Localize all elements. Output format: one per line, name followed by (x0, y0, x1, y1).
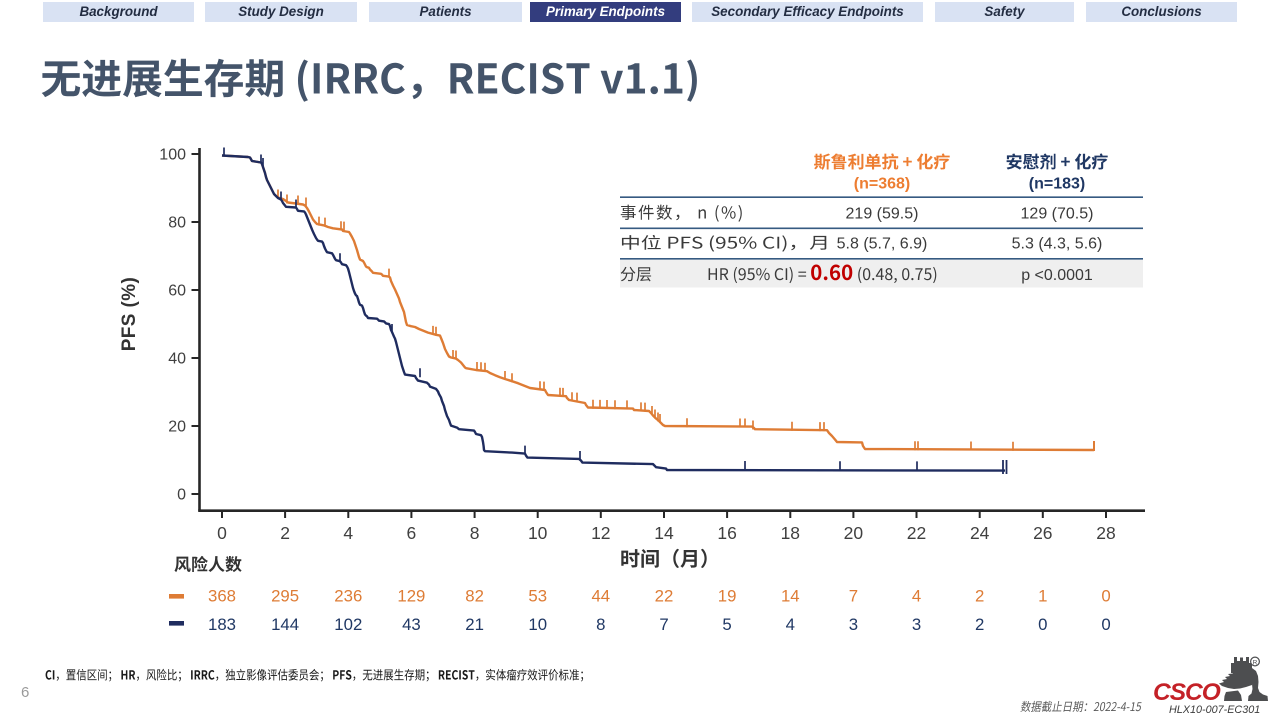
svg-text:22: 22 (907, 523, 926, 543)
svg-text:20: 20 (844, 523, 864, 543)
svg-text:82: 82 (465, 587, 484, 606)
svg-text:43: 43 (402, 615, 421, 634)
svg-text:3: 3 (849, 615, 858, 634)
svg-text:14: 14 (781, 587, 800, 606)
svg-text:44: 44 (591, 587, 610, 606)
svg-text:24: 24 (970, 523, 990, 543)
svg-text:4: 4 (786, 615, 795, 634)
svg-text:21: 21 (465, 615, 484, 634)
svg-text:10: 10 (528, 523, 548, 543)
svg-text:129: 129 (397, 587, 425, 606)
svg-text:102: 102 (334, 615, 362, 634)
svg-text:183: 183 (208, 615, 236, 634)
svg-text:0: 0 (217, 523, 227, 543)
svg-text:8: 8 (470, 523, 480, 543)
svg-text:2: 2 (280, 523, 290, 543)
svg-text:0: 0 (177, 487, 186, 504)
svg-text:12: 12 (591, 523, 610, 543)
svg-text:4: 4 (912, 587, 921, 606)
svg-text:0: 0 (1101, 615, 1110, 634)
svg-text:1: 1 (1038, 587, 1047, 606)
svg-text:CSCO: CSCO (1153, 679, 1221, 706)
svg-text:R: R (1253, 659, 1258, 666)
svg-text:2: 2 (975, 587, 984, 606)
svg-text:8: 8 (596, 615, 605, 634)
svg-text:7: 7 (849, 587, 858, 606)
svg-text:26: 26 (1033, 523, 1052, 543)
svg-text:295: 295 (271, 587, 299, 606)
svg-text:100: 100 (159, 147, 186, 164)
svg-text:236: 236 (334, 587, 362, 606)
svg-text:53: 53 (528, 587, 547, 606)
svg-text:(n=368): (n=368) (854, 176, 910, 193)
svg-text:0: 0 (1101, 587, 1110, 606)
svg-text:18: 18 (781, 523, 800, 543)
svg-text:14: 14 (654, 523, 674, 543)
svg-text:22: 22 (655, 587, 674, 606)
svg-text:10: 10 (528, 615, 547, 634)
svg-text:5: 5 (722, 615, 731, 634)
svg-text:28: 28 (1096, 523, 1115, 543)
svg-text:6: 6 (407, 523, 417, 543)
svg-text:40: 40 (168, 351, 186, 368)
svg-text:19: 19 (718, 587, 737, 606)
svg-text:0: 0 (1038, 615, 1047, 634)
svg-text:2: 2 (975, 615, 984, 634)
svg-text:144: 144 (271, 615, 299, 634)
svg-text:5.8 (5.7, 6.9): 5.8 (5.7, 6.9) (837, 236, 928, 253)
svg-text:219 (59.5): 219 (59.5) (846, 206, 919, 223)
svg-text:80: 80 (168, 215, 186, 232)
svg-text:PFS (%): PFS (%) (119, 277, 140, 352)
svg-text:368: 368 (208, 587, 236, 606)
svg-text:5.3 (4.3, 5.6): 5.3 (4.3, 5.6) (1012, 236, 1103, 253)
svg-text:3: 3 (912, 615, 921, 634)
svg-text:20: 20 (168, 419, 186, 436)
svg-text:(n=183): (n=183) (1029, 176, 1085, 193)
svg-text:7: 7 (659, 615, 668, 634)
svg-text:HLX10-007-EC301: HLX10-007-EC301 (1169, 704, 1260, 716)
svg-text:4: 4 (343, 523, 353, 543)
svg-text:16: 16 (717, 523, 736, 543)
svg-text:129 (70.5): 129 (70.5) (1021, 206, 1094, 223)
svg-text:6: 6 (21, 684, 29, 701)
svg-text:60: 60 (168, 283, 186, 300)
svg-text:p <0.0001: p <0.0001 (1021, 267, 1093, 284)
